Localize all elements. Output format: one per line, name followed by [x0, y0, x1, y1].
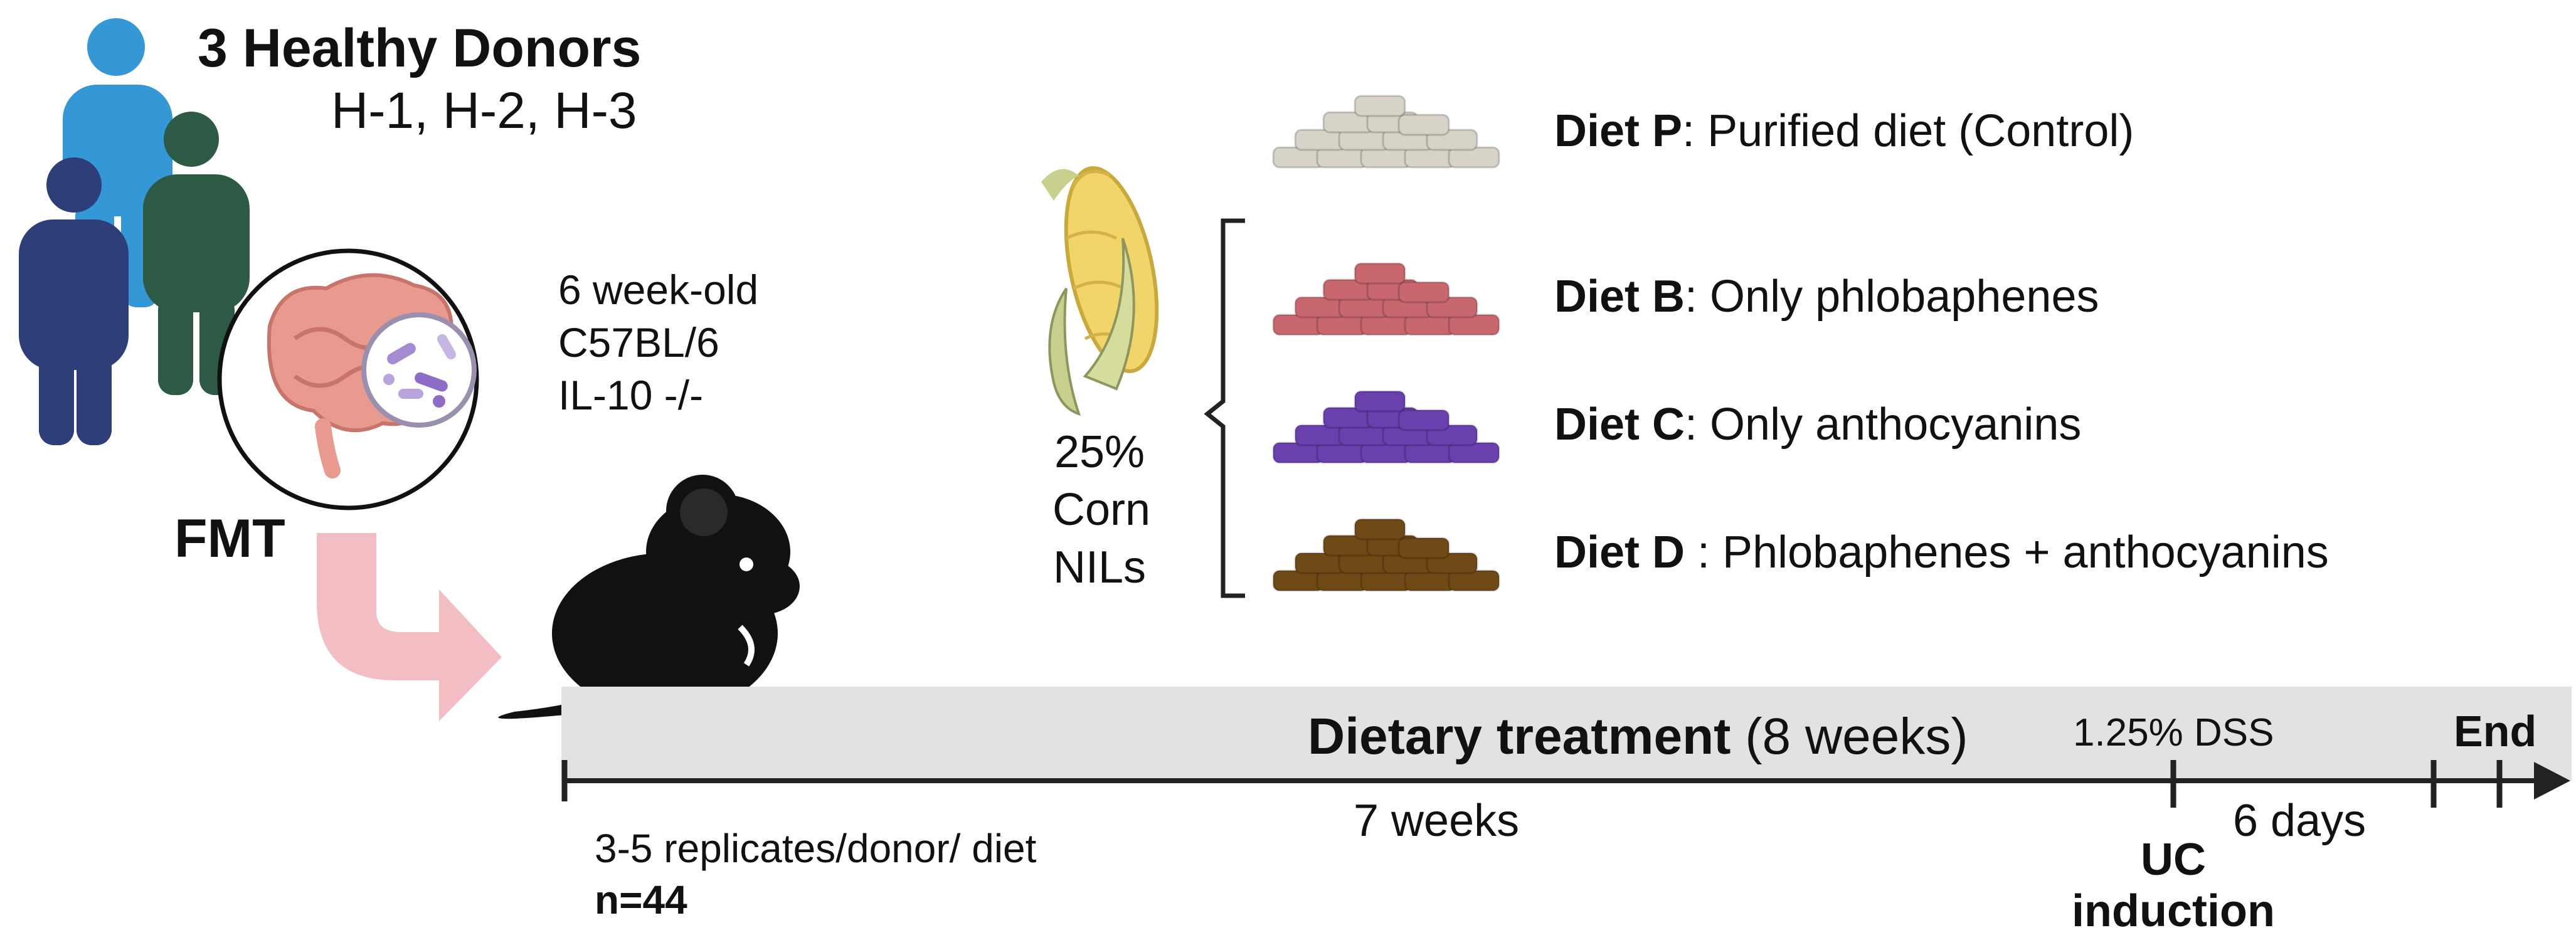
diet-d-sep: : [1685, 527, 1723, 578]
diet-pellets-d [1272, 518, 1500, 592]
diet-p-label: Diet P: Purified diet (Control) [1554, 105, 2134, 157]
mouse-description: 6 week-old C57BL/6 IL-10 -/- [558, 263, 758, 421]
induction-line: induction [2072, 886, 2275, 936]
mouse-genotype: IL-10 -/- [558, 372, 704, 418]
end-label: End [2454, 707, 2537, 756]
diet-p-sep: : [1682, 106, 1708, 156]
phase1-label: 7 weeks [1354, 796, 1520, 846]
diet-d-name: Diet D [1554, 527, 1685, 578]
diet-b-name: Diet B [1554, 272, 1685, 322]
corn-percent: 25% [1054, 427, 1145, 477]
corn-label: 25% Corn NILs [1052, 423, 1151, 596]
timeline-arrowhead [2534, 762, 2570, 800]
diet-pellets-b [1272, 262, 1500, 336]
diet-pellets-p [1272, 95, 1500, 169]
donor-ids: H-1, H-2, H-3 [331, 82, 637, 139]
replicates-info: 3-5 replicates/donor/ diet n=44 [595, 823, 1036, 926]
diet-p-desc: Purified diet (Control) [1707, 106, 2134, 156]
diet-c-desc: Only anthocyanins [1710, 399, 2082, 450]
diet-c-name: Diet C [1554, 399, 1685, 450]
replicates-text: 3-5 replicates/donor/ diet [595, 826, 1037, 871]
donor-person-green-icon [143, 112, 250, 395]
treatment-label: Dietary treatment (8 weeks) [1308, 707, 1968, 766]
diet-b-sep: : [1685, 272, 1710, 322]
uc-line: UC [2141, 835, 2206, 885]
donors-title: 3 Healthy Donors [198, 18, 642, 78]
uc-induction-label: UC induction [2054, 834, 2292, 937]
fmt-label: FMT [174, 509, 285, 569]
donor-person-navy-icon [19, 157, 129, 445]
fmt-arrow [317, 533, 502, 721]
diet-group-brace [1204, 218, 1245, 598]
corn-nils: NILs [1052, 542, 1147, 593]
diet-d-desc: Phlobaphenes + anthocyanins [1722, 527, 2329, 578]
phase2-label: 6 days [2233, 796, 2367, 846]
gut-microbiome-icon [217, 248, 479, 510]
timeline-band [561, 687, 2572, 781]
diet-b-label: Diet B: Only phlobaphenes [1554, 271, 2099, 322]
diet-c-sep: : [1685, 399, 1710, 450]
diet-c-label: Diet C: Only anthocyanins [1554, 399, 2081, 450]
treatment-name: Dietary treatment [1308, 708, 1731, 765]
diet-pellets-c [1272, 390, 1500, 464]
diet-b-desc: Only phlobaphenes [1710, 272, 2099, 322]
corn-word: Corn [1052, 485, 1151, 535]
dss-label: 1.25% DSS [2073, 711, 2274, 754]
treatment-duration: (8 weeks) [1731, 708, 1968, 765]
diet-p-name: Diet P [1554, 106, 1683, 156]
sample-size: n=44 [595, 877, 687, 922]
mouse-strain: C57BL/6 [558, 319, 719, 366]
mouse-age: 6 week-old [558, 267, 759, 313]
diet-d-label: Diet D : Phlobaphenes + anthocyanins [1554, 527, 2329, 578]
corn-icon [1041, 166, 1159, 416]
